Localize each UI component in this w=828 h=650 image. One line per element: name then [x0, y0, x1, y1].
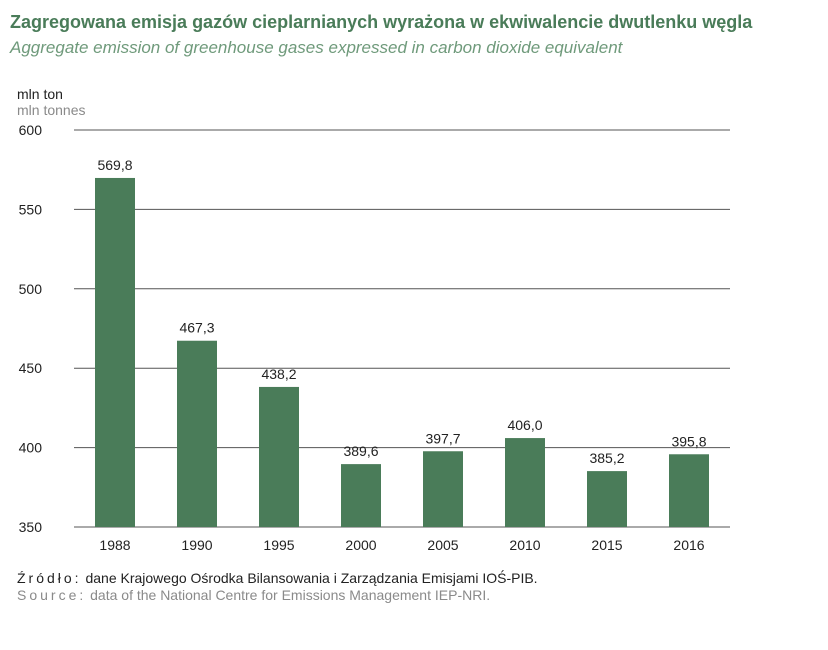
data-label: 569,8 [97, 157, 132, 173]
data-label: 406,0 [507, 417, 542, 433]
data-label: 397,7 [425, 430, 460, 446]
y-tick-label: 600 [19, 122, 43, 138]
data-label: 395,8 [671, 433, 706, 449]
bar-1995 [259, 386, 299, 527]
bar-2010 [505, 438, 545, 527]
y-tick-label: 450 [19, 360, 43, 376]
y-tick-label: 400 [19, 440, 43, 456]
x-tick-label: 1988 [99, 537, 130, 553]
y-axis-unit-en: mln tonnes [17, 102, 86, 118]
y-tick-label: 500 [19, 281, 43, 297]
x-tick-label: 2005 [427, 537, 458, 553]
x-tick-label: 2010 [509, 537, 540, 553]
x-tick-label: 1995 [263, 537, 294, 553]
x-tick-label: 1990 [181, 537, 212, 553]
x-tick-label: 2000 [345, 537, 376, 553]
bar-2005 [423, 451, 463, 527]
data-label: 438,2 [261, 366, 296, 382]
y-tick-label: 550 [19, 201, 43, 217]
chart-title-pl: Zagregowana emisja gazów cieplarnianych … [10, 12, 753, 32]
y-axis-unit-pl: mln ton [17, 86, 63, 102]
data-label: 467,3 [179, 320, 214, 336]
data-label: 385,2 [589, 450, 624, 466]
bar-1990 [177, 340, 217, 527]
bar-2015 [587, 471, 627, 527]
chart-title-en: Aggregate emission of greenhouse gases e… [10, 38, 623, 57]
data-label: 389,6 [343, 443, 378, 459]
y-tick-label: 350 [19, 519, 43, 535]
bar-2000 [341, 464, 381, 527]
source-note-en: Source: data of the National Centre for … [17, 587, 490, 603]
x-tick-label: 2015 [591, 537, 622, 553]
source-label-pl: Źródło: [17, 570, 82, 586]
source-label-en: Source: [17, 587, 87, 603]
source-text-en: data of the National Centre for Emission… [86, 587, 491, 603]
x-tick-label: 2016 [673, 537, 704, 553]
source-text-pl: dane Krajowego Ośrodka Bilansowania i Za… [81, 570, 538, 586]
bar-2016 [669, 454, 709, 527]
source-note-pl: Źródło: dane Krajowego Ośrodka Bilansowa… [17, 570, 538, 586]
bar-1988 [95, 177, 135, 528]
